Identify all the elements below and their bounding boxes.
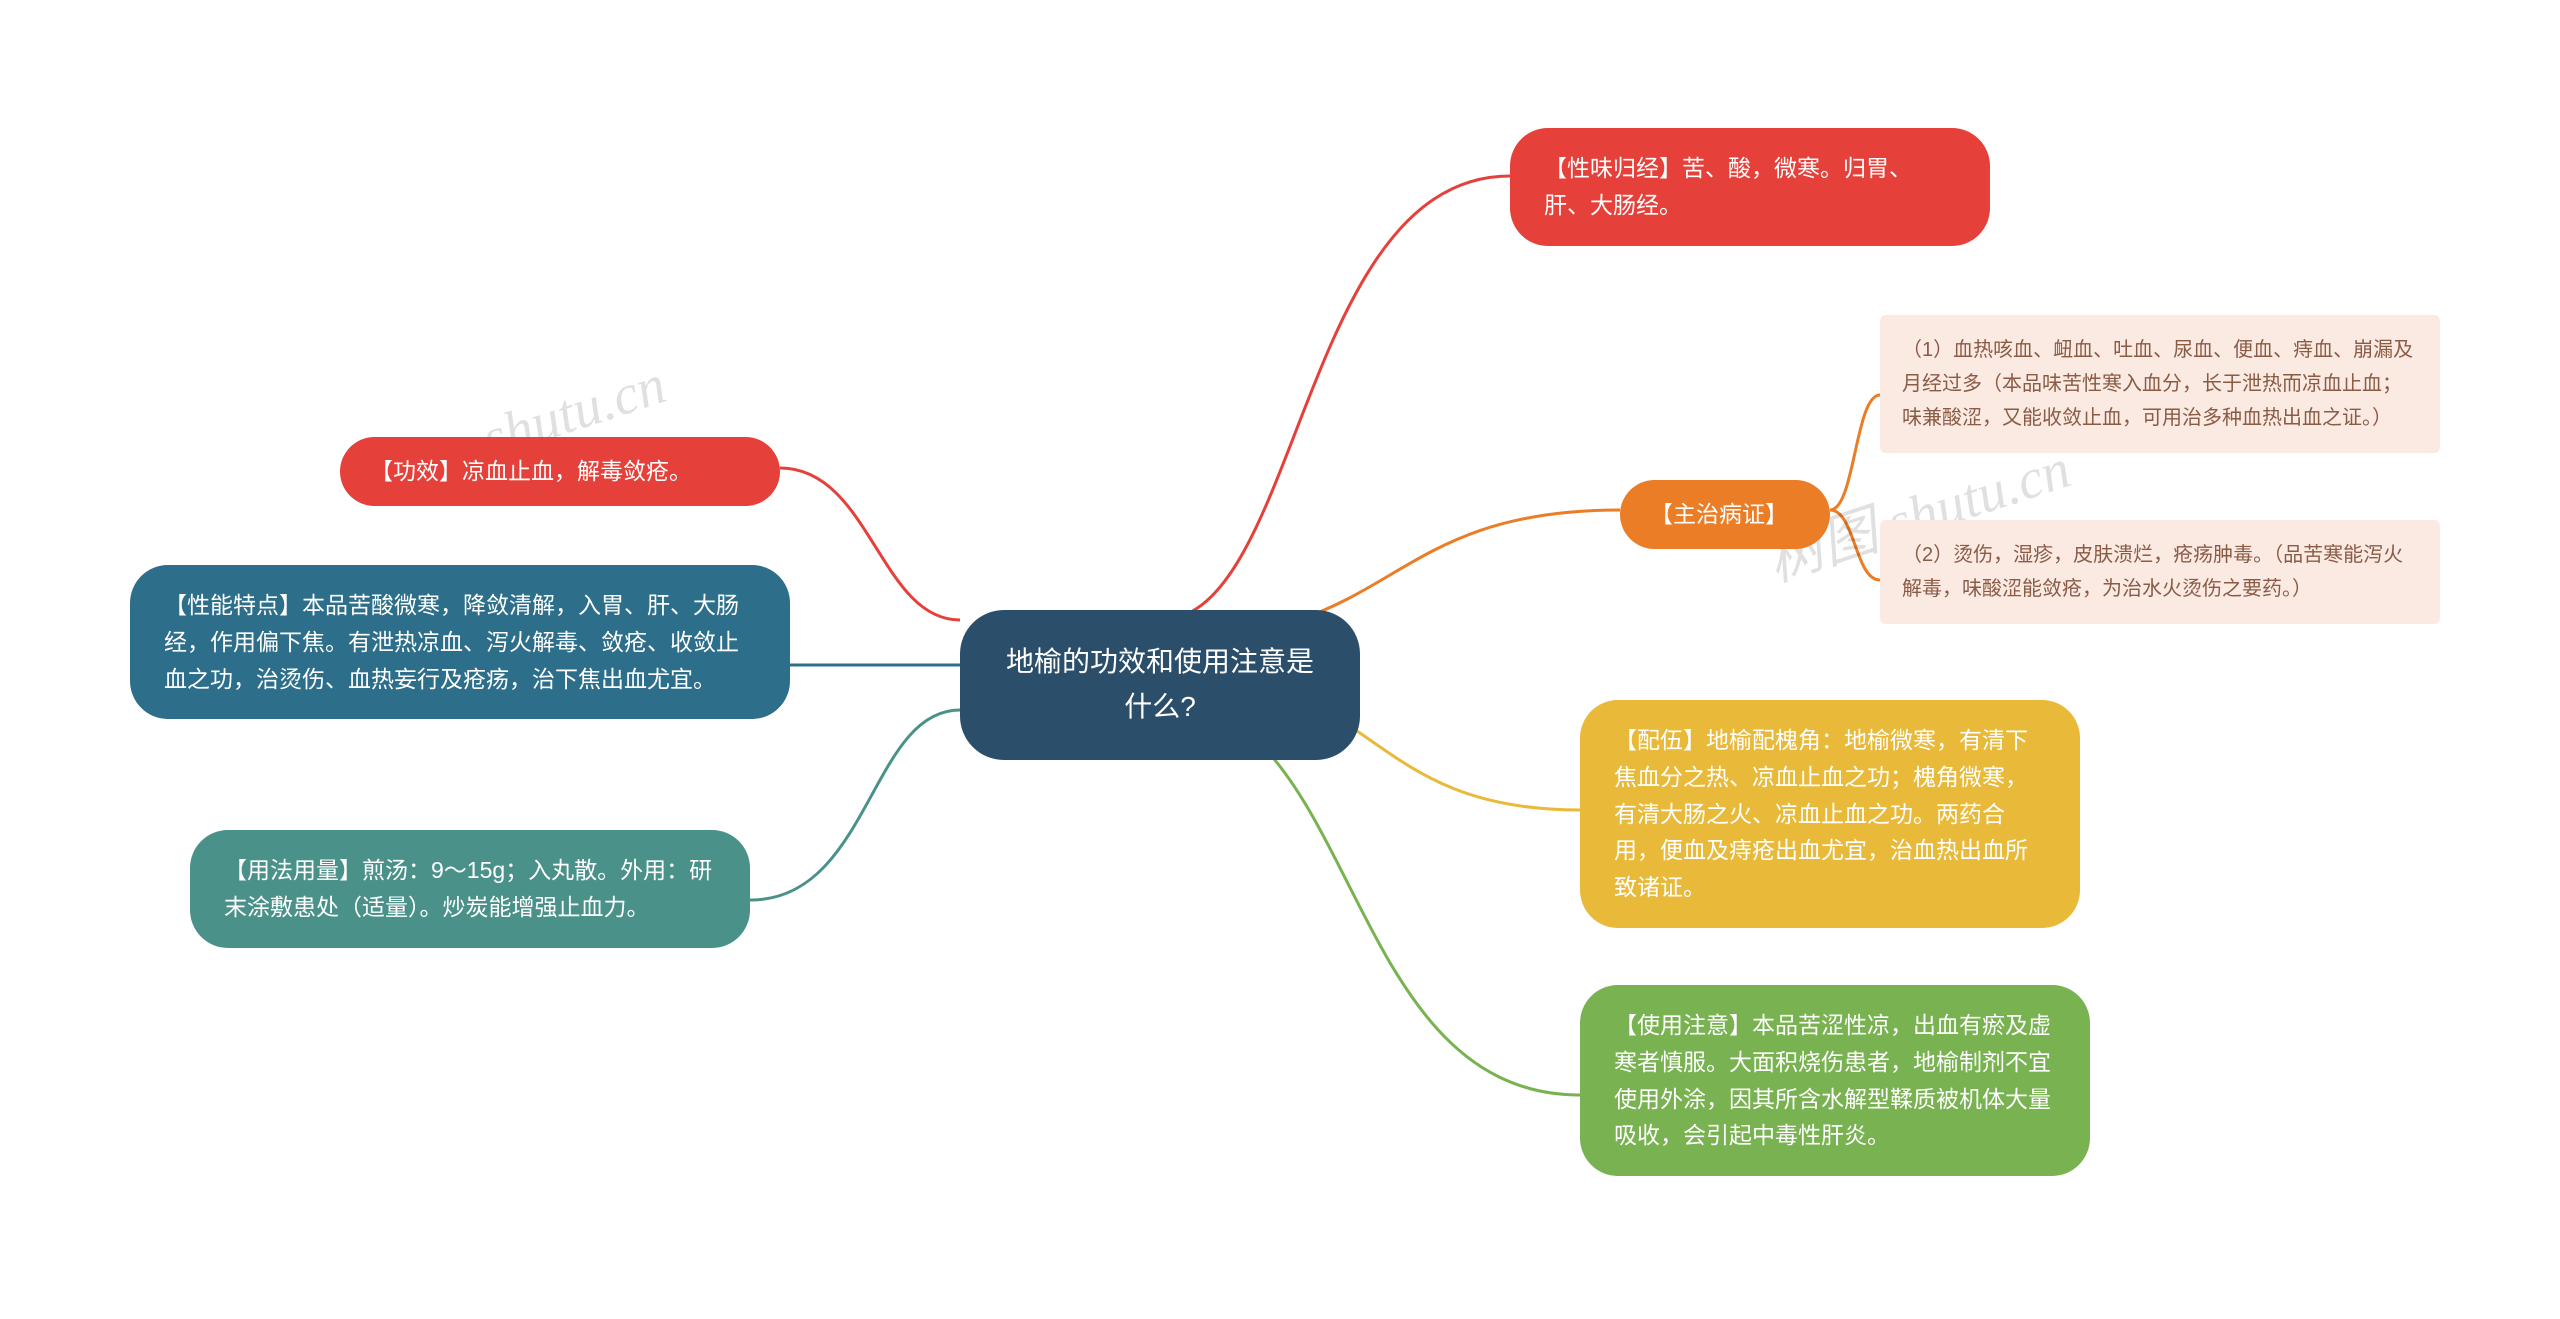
branch-gongxiao[interactable]: 【功效】凉血止血，解毒敛疮。 bbox=[340, 437, 780, 506]
leaf-zhuzhi-2[interactable]: （2）烫伤，湿疹，皮肤溃烂，疮疡肿毒。（品苦寒能泻火解毒，味酸涩能敛疮，为治水火… bbox=[1880, 520, 2440, 624]
connector-path bbox=[1160, 176, 1510, 620]
branch-xingneng[interactable]: 【性能特点】本品苦酸微寒，降敛清解，入胃、肝、大肠经，作用偏下焦。有泄热凉血、泻… bbox=[130, 565, 790, 719]
branch-zhuyi[interactable]: 【使用注意】本品苦涩性凉，出血有瘀及虚寒者慎服。大面积烧伤患者，地榆制剂不宜使用… bbox=[1580, 985, 2090, 1176]
connector-path bbox=[1830, 510, 1880, 580]
leaf-zhuzhi-1[interactable]: （1）血热咳血、衄血、吐血、尿血、便血、痔血、崩漏及月经过多（本品味苦性寒入血分… bbox=[1880, 315, 2440, 453]
mindmap-canvas: shutu.cn 树图 shutu.cn 地榆的功效和使用注意是什么? 【性味归… bbox=[0, 0, 2560, 1319]
connector-path bbox=[780, 468, 960, 620]
connector-path bbox=[1830, 395, 1880, 510]
connector-path bbox=[750, 710, 960, 900]
center-node[interactable]: 地榆的功效和使用注意是什么? bbox=[960, 610, 1360, 760]
branch-xingwei[interactable]: 【性味归经】苦、酸，微寒。归胃、肝、大肠经。 bbox=[1510, 128, 1990, 246]
branch-yongfa[interactable]: 【用法用量】煎汤：9～15g；入丸散。外用：研末涂敷患处（适量）。炒炭能增强止血… bbox=[190, 830, 750, 948]
branch-zhuzhi[interactable]: 【主治病证】 bbox=[1620, 480, 1830, 549]
branch-peiwu[interactable]: 【配伍】地榆配槐角：地榆微寒，有清下焦血分之热、凉血止血之功；槐角微寒，有清大肠… bbox=[1580, 700, 2080, 928]
